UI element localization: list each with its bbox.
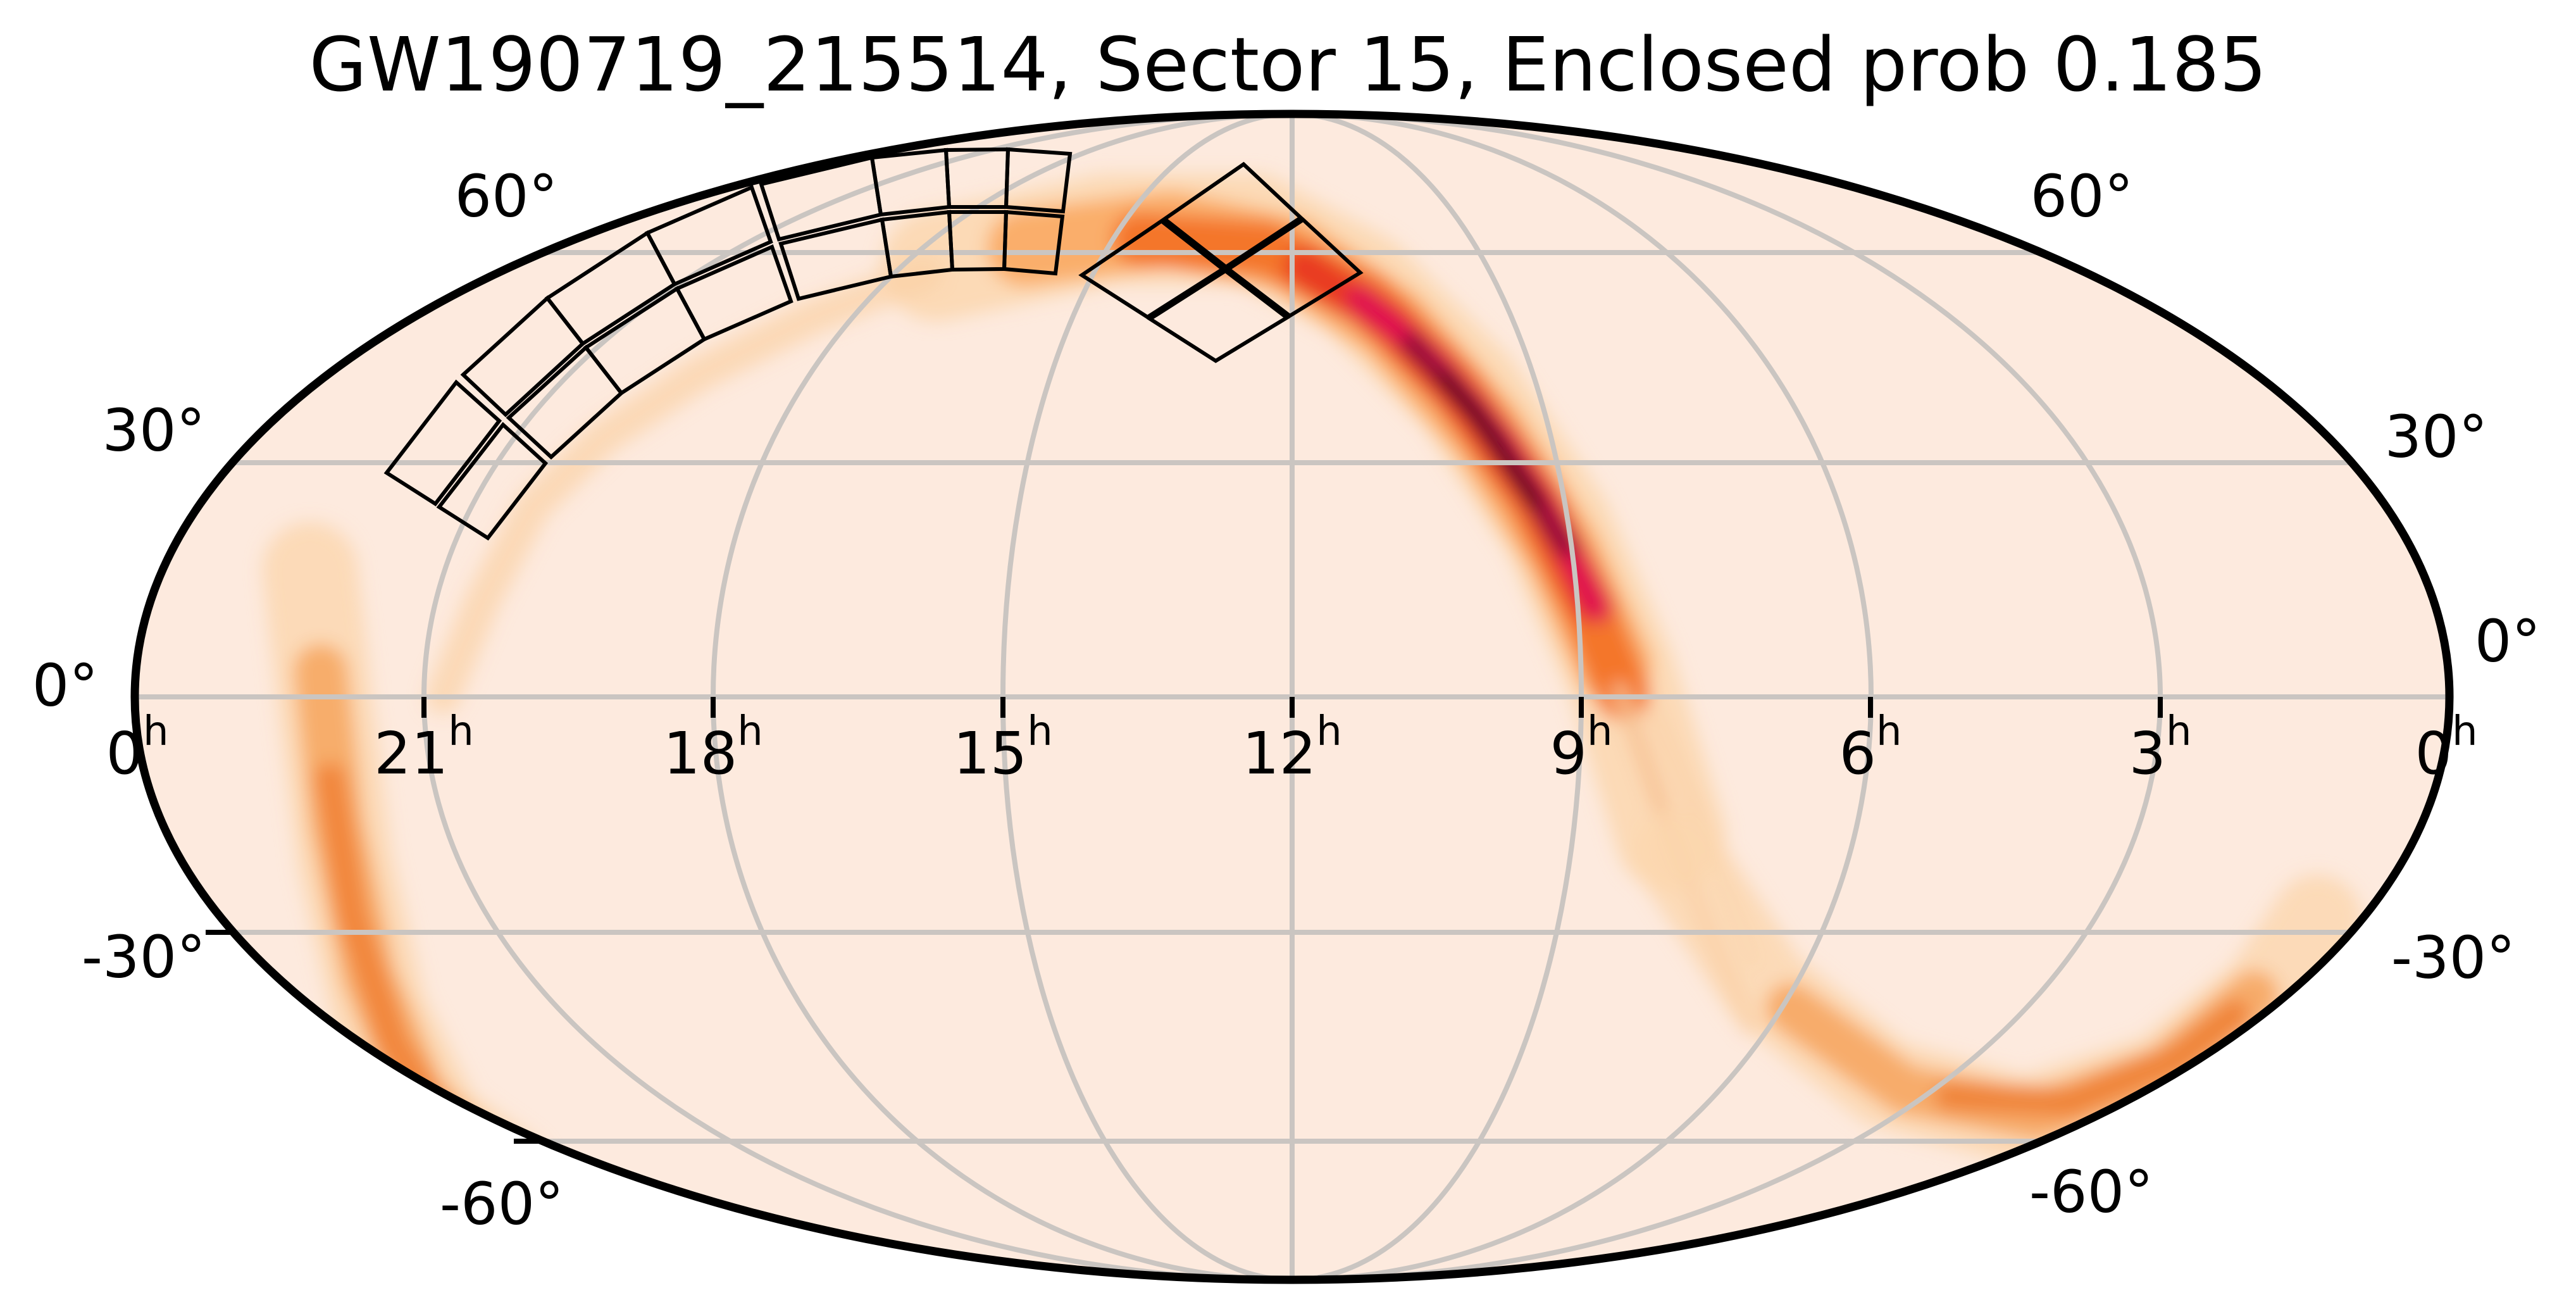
ra-label: 18h — [663, 708, 763, 787]
dec-label: -30° — [2391, 924, 2515, 992]
dec-label: -60° — [2029, 1158, 2153, 1226]
dec-label: -30° — [82, 923, 206, 991]
footprint-ccd — [1161, 161, 1304, 270]
map-boundary — [130, 110, 2454, 1284]
heat-layer — [1934, 999, 2249, 1117]
footprint-ccd — [1004, 147, 1073, 214]
footprint-ccd — [1225, 217, 1364, 318]
ra-label: 21h — [374, 708, 474, 787]
axis-ticks — [206, 697, 2163, 1144]
footprint-ccd — [436, 422, 549, 541]
axis-labels: 60° 30° 0° -30° -60° 60° 30° 0° -30° -60° 0h 21h 18h… — [32, 163, 2541, 1238]
footprint-ccd — [1078, 218, 1226, 320]
dec-label: 60° — [2030, 163, 2133, 230]
footprint-ccd — [674, 244, 793, 342]
chart-title: GW190719_215514, Sector 15, Enclosed pro… — [309, 21, 2267, 108]
footprint-ccd — [1147, 268, 1290, 363]
dec-label: 0° — [32, 652, 99, 720]
ra-label: 12h — [1242, 708, 1342, 787]
ra-label: 15h — [953, 708, 1053, 787]
ra-label: 6h — [1839, 708, 1901, 787]
dec-label: 30° — [102, 397, 205, 465]
heat-layer — [1440, 368, 1545, 508]
ra-label: 0h — [2415, 708, 2477, 787]
dec-label: -60° — [440, 1170, 564, 1238]
heat-layer — [425, 256, 943, 714]
dec-label: 30° — [2384, 403, 2487, 471]
footprint-ccd — [644, 184, 773, 287]
tess-footprint-overlay — [383, 147, 1364, 541]
ra-label: 9h — [1550, 708, 1612, 787]
dec-label: 0° — [2475, 608, 2541, 675]
footprint-ccd — [1002, 210, 1065, 276]
footprint-ccd — [383, 379, 502, 507]
ra-label: 0h — [106, 708, 168, 787]
dec-label: 60° — [454, 163, 557, 230]
ra-label: 3h — [2129, 708, 2191, 787]
